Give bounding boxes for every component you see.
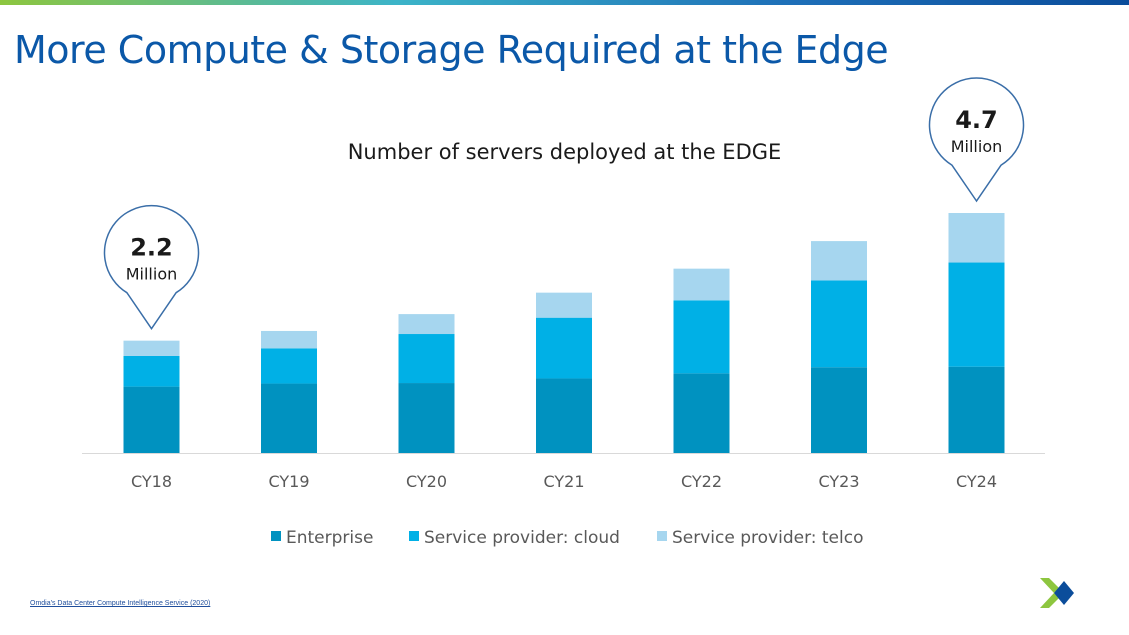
legend-label: Enterprise bbox=[286, 528, 373, 548]
bars-group bbox=[123, 213, 1005, 453]
bar-cy19-service-provider-cloud bbox=[261, 348, 317, 384]
bar-cy21-service-provider-telco bbox=[536, 292, 592, 318]
legend-swatch bbox=[271, 531, 281, 541]
nutanix-x-logo-icon bbox=[1040, 578, 1074, 608]
bar-cy22-service-provider-cloud bbox=[673, 300, 730, 374]
bar-cy21-enterprise bbox=[536, 378, 592, 453]
bar-cy24-service-provider-telco bbox=[948, 213, 1005, 263]
callout-unit: Million bbox=[951, 137, 1003, 156]
bar-cy23-service-provider-cloud bbox=[811, 280, 867, 368]
bar-cy19-service-provider-telco bbox=[261, 330, 317, 349]
callout-bubble-cy18 bbox=[103, 204, 200, 330]
chart-title: Number of servers deployed at the EDGE bbox=[347, 140, 782, 164]
bar-cy24-enterprise bbox=[948, 366, 1005, 453]
x-tick-label: CY19 bbox=[268, 472, 309, 491]
callouts: 2.2 Million 4.7 Million bbox=[103, 77, 1025, 330]
source-link[interactable]: Omdia's Data Center Compute Intelligence… bbox=[30, 600, 211, 607]
x-tick-label: CY24 bbox=[956, 472, 997, 491]
top-gradient-bar bbox=[0, 0, 1129, 5]
x-tick-label: CY18 bbox=[131, 472, 172, 491]
bar-cy19-enterprise bbox=[261, 383, 317, 453]
bar-cy22-service-provider-telco bbox=[673, 268, 730, 301]
legend-label: Service provider: telco bbox=[672, 528, 864, 548]
callout-value: 4.7 bbox=[955, 106, 998, 134]
bar-cy20-service-provider-cloud bbox=[398, 334, 455, 384]
x-tick-label: CY22 bbox=[681, 472, 722, 491]
bar-cy18-service-provider-cloud bbox=[123, 355, 180, 387]
x-tick-labels: CY18 CY19 CY20 CY21 CY22 CY23 CY24 bbox=[131, 472, 997, 491]
x-tick-label: CY21 bbox=[543, 472, 584, 491]
bar-cy18-service-provider-telco bbox=[123, 340, 180, 356]
bar-cy21-service-provider-cloud bbox=[536, 317, 592, 379]
bar-cy18-enterprise bbox=[123, 386, 180, 453]
bar-cy23-service-provider-telco bbox=[811, 241, 867, 281]
legend-swatch bbox=[657, 531, 667, 541]
legend: Enterprise Service provider: cloud Service… bbox=[271, 528, 864, 548]
x-tick-label: CY20 bbox=[406, 472, 447, 491]
callout-value: 2.2 bbox=[130, 234, 173, 262]
bar-cy24-service-provider-cloud bbox=[948, 262, 1005, 367]
legend-swatch bbox=[409, 531, 419, 541]
callout-unit: Million bbox=[126, 265, 178, 284]
bar-cy22-enterprise bbox=[673, 373, 730, 453]
callout-bubble-cy24 bbox=[928, 77, 1025, 203]
bar-cy20-enterprise bbox=[398, 383, 455, 453]
x-tick-label: CY23 bbox=[818, 472, 859, 491]
bar-cy23-enterprise bbox=[811, 367, 867, 453]
slide-title: More Compute & Storage Required at the E… bbox=[14, 28, 889, 72]
bar-cy20-service-provider-telco bbox=[398, 314, 455, 335]
legend-label: Service provider: cloud bbox=[424, 528, 620, 548]
